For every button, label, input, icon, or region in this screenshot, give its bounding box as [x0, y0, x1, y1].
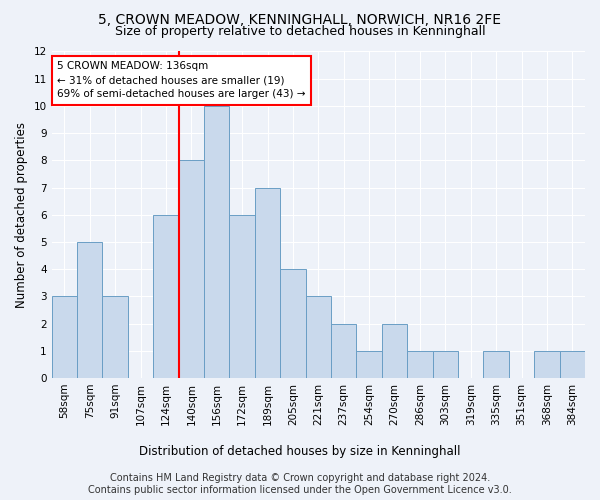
Bar: [52, 296, 77, 378]
Bar: [356, 351, 382, 378]
Text: 5, CROWN MEADOW, KENNINGHALL, NORWICH, NR16 2FE: 5, CROWN MEADOW, KENNINGHALL, NORWICH, N…: [98, 12, 502, 26]
Bar: [204, 106, 229, 378]
Bar: [179, 160, 204, 378]
Bar: [484, 351, 509, 378]
Text: Contains HM Land Registry data © Crown copyright and database right 2024.
Contai: Contains HM Land Registry data © Crown c…: [88, 474, 512, 495]
Bar: [103, 296, 128, 378]
Bar: [382, 324, 407, 378]
Y-axis label: Number of detached properties: Number of detached properties: [15, 122, 28, 308]
Bar: [534, 351, 560, 378]
Bar: [560, 351, 585, 378]
Bar: [280, 269, 305, 378]
Text: Distribution of detached houses by size in Kenninghall: Distribution of detached houses by size …: [139, 444, 461, 458]
Bar: [433, 351, 458, 378]
Bar: [229, 215, 255, 378]
Text: 5 CROWN MEADOW: 136sqm
← 31% of detached houses are smaller (19)
69% of semi-det: 5 CROWN MEADOW: 136sqm ← 31% of detached…: [57, 62, 305, 100]
Bar: [77, 242, 103, 378]
Bar: [153, 215, 179, 378]
Bar: [407, 351, 433, 378]
Bar: [305, 296, 331, 378]
Bar: [255, 188, 280, 378]
Text: Size of property relative to detached houses in Kenninghall: Size of property relative to detached ho…: [115, 25, 485, 38]
Bar: [331, 324, 356, 378]
